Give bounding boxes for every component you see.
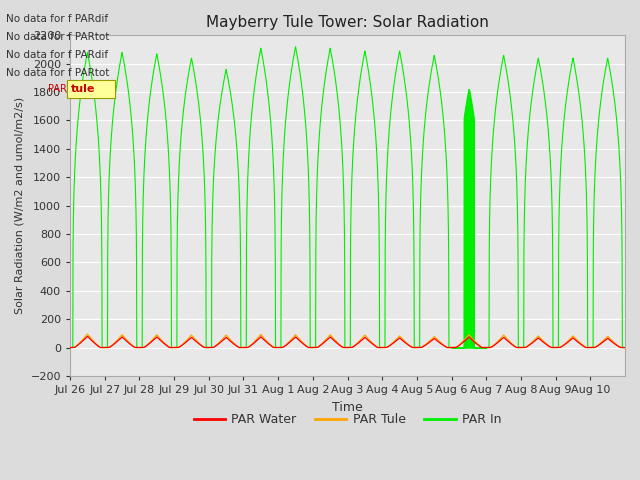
Text: tule: tule <box>70 84 95 94</box>
Title: Mayberry Tule Tower: Solar Radiation: Mayberry Tule Tower: Solar Radiation <box>206 15 489 30</box>
Text: PAR: PAR <box>48 84 67 94</box>
Text: No data for f PARtot: No data for f PARtot <box>6 68 110 78</box>
Text: No data for f PARtot: No data for f PARtot <box>6 32 110 42</box>
X-axis label: Time: Time <box>332 400 363 413</box>
Text: No data for f PARdif: No data for f PARdif <box>6 50 109 60</box>
Legend: PAR Water, PAR Tule, PAR In: PAR Water, PAR Tule, PAR In <box>189 408 506 431</box>
Text: No data for f PARdif: No data for f PARdif <box>6 13 109 24</box>
Y-axis label: Solar Radiation (W/m2 and umol/m2/s): Solar Radiation (W/m2 and umol/m2/s) <box>15 97 25 314</box>
